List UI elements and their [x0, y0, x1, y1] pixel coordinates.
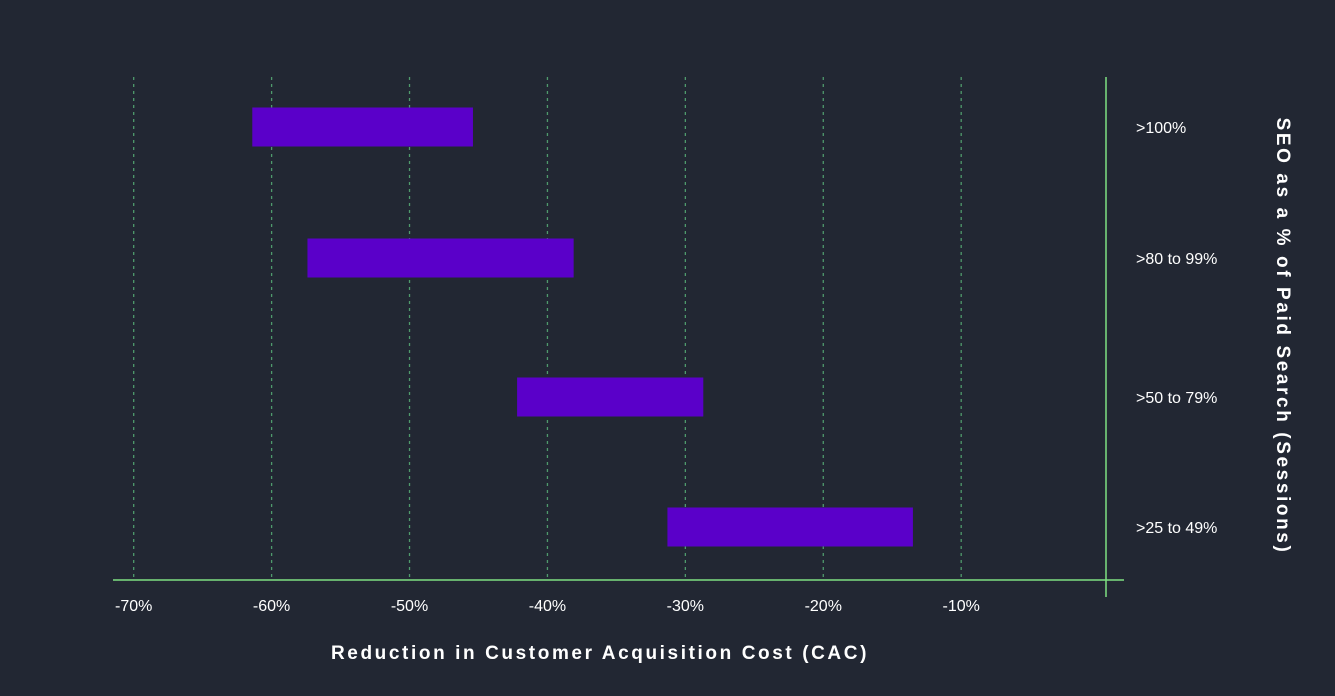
y-tick-label: >25 to 49%: [1136, 520, 1217, 537]
y-tick-label: >80 to 99%: [1136, 251, 1217, 268]
x-tick-label: -50%: [391, 598, 428, 615]
x-tick-label: -40%: [529, 598, 566, 615]
bar: [667, 507, 913, 547]
x-axis-title: Reduction in Customer Acquisition Cost (…: [331, 643, 869, 664]
y-tick-label: >100%: [1136, 120, 1186, 137]
y-tick-label: >50 to 79%: [1136, 390, 1217, 407]
x-tick-label: -30%: [667, 598, 704, 615]
bar: [307, 238, 574, 278]
bar: [517, 377, 704, 417]
bar: [252, 107, 473, 147]
x-tick-label: -70%: [115, 598, 152, 615]
x-tick-label: -60%: [253, 598, 290, 615]
x-tick-label: -10%: [943, 598, 980, 615]
y-axis-title: SEO as a % of Paid Search (Sessions): [1272, 118, 1293, 555]
x-tick-label: -20%: [805, 598, 842, 615]
